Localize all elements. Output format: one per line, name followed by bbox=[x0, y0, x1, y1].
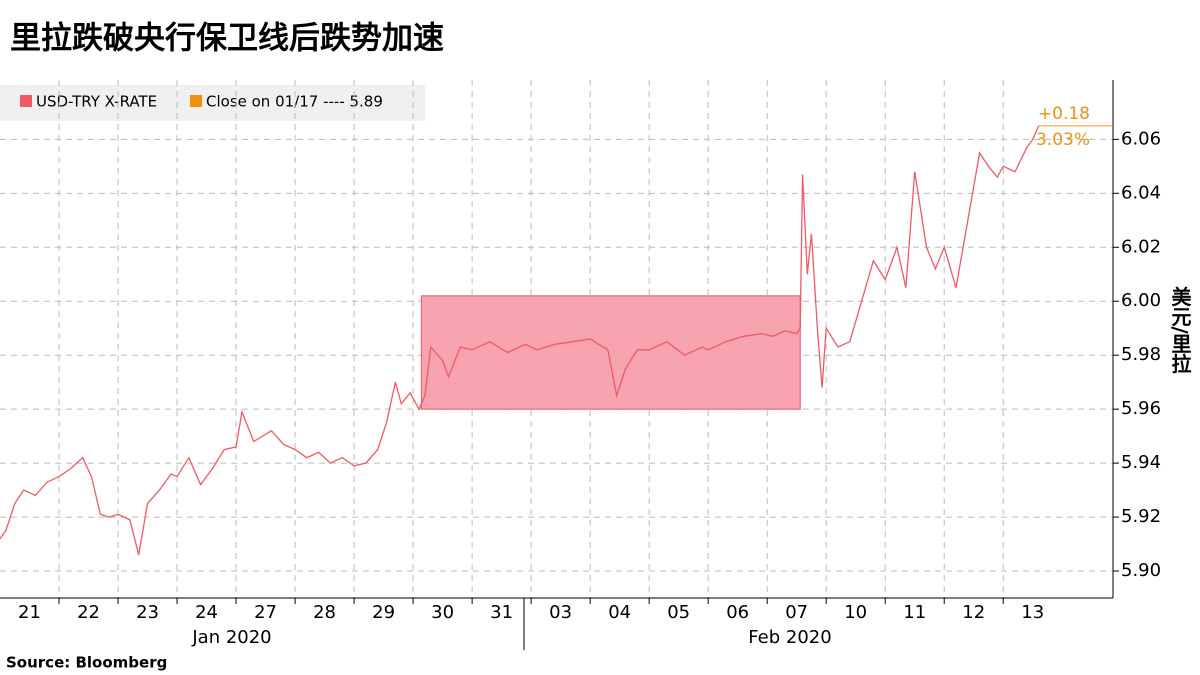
y-tick-label: 6.02 bbox=[1121, 236, 1161, 257]
highlight-box bbox=[420, 295, 801, 410]
y-tick-label: 6.00 bbox=[1121, 290, 1161, 311]
y-tick-label: 6.04 bbox=[1121, 182, 1161, 203]
x-tick-label: 03 bbox=[549, 602, 572, 623]
y-axis-label: 美元/里拉 bbox=[1168, 285, 1192, 374]
x-tick-label: 06 bbox=[726, 602, 749, 623]
annotation: +0.18 bbox=[1038, 104, 1090, 124]
x-tick-label: 21 bbox=[18, 602, 41, 623]
x-tick-label: 22 bbox=[77, 602, 100, 623]
x-tick-label: 31 bbox=[490, 602, 513, 623]
y-tick-label: 5.96 bbox=[1121, 398, 1161, 419]
x-tick-label: 27 bbox=[254, 602, 277, 623]
source: Source: Bloomberg bbox=[6, 654, 167, 672]
x-tick-label: 13 bbox=[1021, 602, 1044, 623]
month-label: Feb 2020 bbox=[748, 627, 831, 648]
y-tick-label: 6.06 bbox=[1121, 128, 1161, 149]
x-tick-label: 04 bbox=[608, 602, 631, 623]
legend-swatch bbox=[190, 95, 202, 107]
x-tick-label: 30 bbox=[431, 602, 454, 623]
x-tick-label: 11 bbox=[903, 602, 926, 623]
y-tick-label: 5.98 bbox=[1121, 344, 1161, 365]
series-line bbox=[0, 125, 1040, 555]
chart-title: 里拉跌破央行保卫线后跌势加速 bbox=[10, 21, 444, 57]
x-tick-label: 23 bbox=[136, 602, 159, 623]
legend-swatch bbox=[20, 95, 32, 107]
x-tick-label: 12 bbox=[962, 602, 985, 623]
y-tick-label: 5.92 bbox=[1121, 506, 1161, 527]
y-tick-label: 5.94 bbox=[1121, 452, 1161, 473]
annotation: 3.03% bbox=[1036, 130, 1090, 150]
x-tick-label: 29 bbox=[372, 602, 395, 623]
x-tick-label: 05 bbox=[667, 602, 690, 623]
y-tick-label: 5.90 bbox=[1121, 560, 1161, 581]
x-tick-label: 10 bbox=[844, 602, 867, 623]
x-tick-label: 07 bbox=[785, 602, 808, 623]
legend-label: Close on 01/17 ---- 5.89 bbox=[206, 93, 383, 111]
x-tick-label: 28 bbox=[313, 602, 336, 623]
legend-label: USD-TRY X-RATE bbox=[36, 93, 157, 111]
x-tick-label: 24 bbox=[195, 602, 218, 623]
month-label: Jan 2020 bbox=[191, 627, 271, 648]
